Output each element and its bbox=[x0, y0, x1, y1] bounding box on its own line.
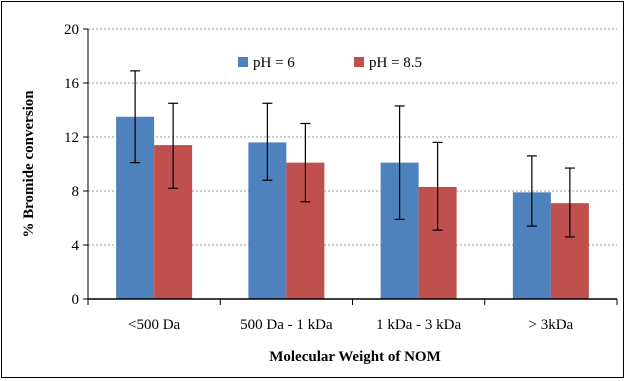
x-tick-label: 500 Da - 1 kDa bbox=[240, 317, 333, 333]
y-tick-label: 12 bbox=[64, 130, 79, 146]
axes bbox=[83, 28, 618, 305]
legend-swatch bbox=[354, 57, 364, 67]
x-tick-label: <500 Da bbox=[128, 317, 181, 333]
legend-label: pH = 8.5 bbox=[369, 55, 422, 71]
legend-label: pH = 6 bbox=[253, 55, 295, 71]
x-tick-label: > 3kDa bbox=[529, 317, 574, 333]
x-tick-label: 1 kDa - 3 kDa bbox=[376, 317, 461, 333]
y-tick-label: 4 bbox=[72, 238, 80, 254]
y-tick-label: 20 bbox=[64, 22, 79, 38]
y-tick-labels: 0 4 8 12 16 20 bbox=[64, 22, 80, 308]
legend-swatch bbox=[238, 57, 248, 67]
y-tick-label: 8 bbox=[72, 184, 80, 200]
legend: pH = 6 pH = 8.5 bbox=[238, 55, 422, 71]
y-tick-label: 0 bbox=[72, 292, 80, 308]
bars bbox=[116, 116, 589, 299]
x-tick-labels: <500 Da 500 Da - 1 kDa 1 kDa - 3 kDa > 3kDa bbox=[128, 317, 574, 333]
error-bars bbox=[130, 70, 575, 238]
y-axis-title: % Bromide conversion bbox=[21, 90, 37, 238]
x-axis-title: Molecular Weight of NOM bbox=[269, 349, 441, 365]
y-tick-label: 16 bbox=[64, 76, 80, 92]
